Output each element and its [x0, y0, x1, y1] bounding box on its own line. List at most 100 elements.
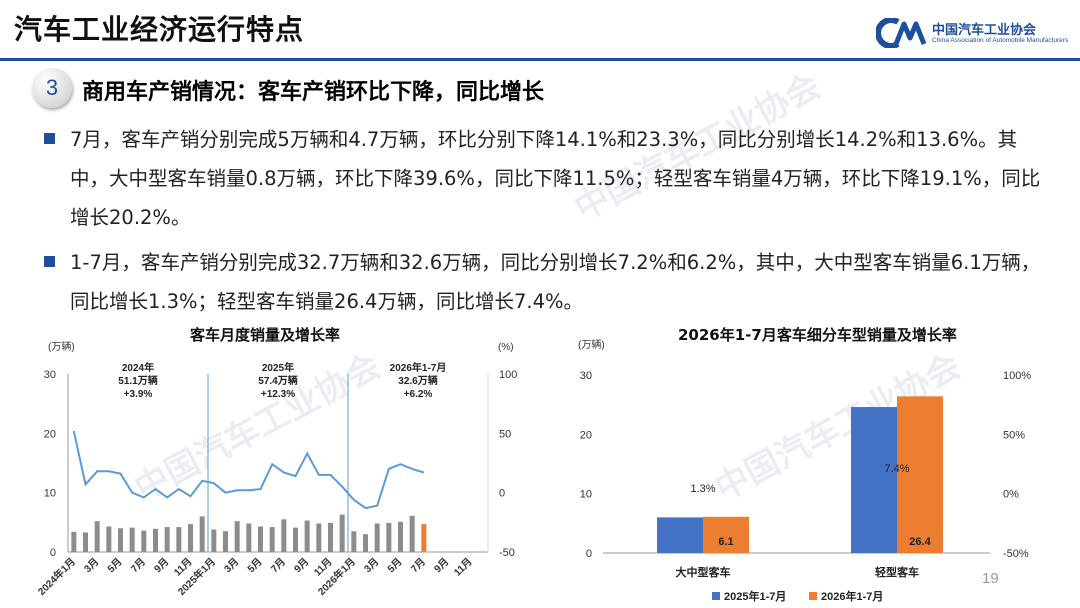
sales-bar — [234, 521, 240, 552]
y-tick-label: 0 — [586, 548, 592, 560]
sales-bar — [421, 524, 427, 552]
section-number-badge: 3 — [32, 68, 72, 108]
segment-bar — [897, 396, 943, 553]
value-label: 6.1 — [718, 536, 733, 548]
sales-bar — [293, 527, 298, 552]
header: 汽车工业经济运行特点 中国汽车工业协会 China Association of… — [0, 0, 1080, 61]
bullet-item: 7月，客车产销分别完成5万辆和4.7万辆，环比分别下降14.1%和23.3%，同… — [44, 120, 1054, 237]
sales-bar — [409, 515, 415, 552]
sales-bar — [269, 527, 275, 552]
sales-bar — [199, 516, 205, 552]
x-tick-label: 11月 — [452, 556, 475, 579]
sales-bar — [316, 523, 322, 552]
sales-bar — [246, 523, 252, 552]
x-tick-label: 3月 — [82, 556, 101, 575]
caam-logo: 中国汽车工业协会 China Association of Automobile… — [876, 18, 1076, 50]
sales-bar — [188, 524, 193, 552]
annotation-total: 32.6万辆 — [398, 374, 437, 387]
annotation-growth: +12.3% — [261, 389, 295, 400]
y-tick-label: 20 — [44, 428, 56, 440]
annotation-year: 2026年1-7月 — [390, 361, 447, 374]
annotation-growth: +6.2% — [404, 389, 433, 400]
sales-bar — [83, 532, 88, 552]
segment-bar — [657, 517, 703, 553]
growth-label: 1.3% — [690, 483, 715, 495]
sales-bar — [328, 522, 333, 552]
category-label: 轻型客车 — [875, 565, 919, 579]
category-label: 大中型客车 — [676, 565, 731, 579]
sales-bar — [351, 531, 357, 552]
chart-title: 客车月度销量及增长率 — [190, 326, 341, 344]
y2-tick-label: 50% — [1003, 429, 1025, 441]
y2-tick-label: -50 — [499, 547, 515, 559]
sales-bar — [71, 531, 77, 552]
bullet-item: 1-7月，客车产销分别完成32.7万辆和32.6万辆，同比分别增长7.2%和6.… — [44, 243, 1054, 321]
sales-bar — [223, 531, 228, 552]
y2-tick-label: 100% — [1003, 370, 1031, 382]
sales-bar — [164, 527, 170, 552]
y2-tick-label: 100 — [499, 369, 517, 381]
sales-bar — [118, 528, 123, 552]
sales-bar — [141, 530, 147, 552]
y-tick-label: 20 — [580, 429, 592, 441]
sales-bar — [281, 519, 287, 552]
y-tick-label: 30 — [580, 370, 592, 382]
caam-logo-icon — [876, 18, 927, 48]
bullet-text: 7月，客车产销分别完成5万辆和4.7万辆，环比分别下降14.1%和23.3%，同… — [70, 128, 1041, 229]
y2-tick-label: 0 — [499, 488, 505, 500]
growth-line — [72, 430, 425, 510]
segment-bar — [703, 516, 749, 553]
y2-tick-label: 0% — [1003, 489, 1019, 501]
annotation-year: 2024年 — [122, 361, 154, 374]
segment-sales-chart: (万辆) 0 10 20 30 -50% 0% 50% 100% 6.1 1.3% 大中型客车 26.4… — [578, 338, 1031, 603]
legend-swatch — [712, 592, 720, 600]
x-tick-label: 9月 — [292, 556, 311, 575]
sales-bar — [304, 520, 310, 552]
y2-tick-label: -50% — [1003, 548, 1029, 560]
x-tick-label: 7月 — [128, 556, 147, 575]
x-tick-label: 9月 — [432, 556, 451, 575]
x-tick-label: 3月 — [362, 556, 381, 575]
sales-bar — [153, 528, 158, 552]
legend-label: 2026年1-7月 — [821, 589, 883, 603]
sales-bar — [258, 526, 263, 552]
y2-axis-label: (%) — [498, 342, 514, 353]
y-tick-label: 10 — [44, 488, 56, 500]
x-tick-label: 5月 — [105, 556, 124, 575]
annotation-total: 57.4万辆 — [258, 374, 297, 387]
page-title: 汽车工业经济运行特点 — [14, 13, 305, 46]
sales-bar — [363, 534, 368, 552]
x-tick-label: 3月 — [222, 556, 241, 575]
annotation-year: 2025年 — [262, 361, 294, 374]
y-tick-label: 0 — [50, 547, 56, 559]
x-tick-label: 7月 — [408, 556, 427, 575]
logo-name-en: China Association of Automobile Manufact… — [932, 37, 1069, 44]
legend-swatch — [809, 592, 817, 600]
bullet-square-icon — [44, 133, 55, 144]
x-tick-label: 7月 — [268, 556, 287, 575]
annotation-total: 51.1万辆 — [118, 374, 157, 387]
x-tick-label: 5月 — [385, 556, 404, 575]
title-divider — [0, 58, 1080, 61]
page-number: 19 — [982, 570, 999, 587]
sales-bar — [129, 527, 135, 552]
y-axis-label: (万辆) — [578, 338, 605, 351]
x-tick-label: 2024年1月 — [35, 555, 78, 598]
sales-bar — [106, 526, 112, 552]
logo-name-cn: 中国汽车工业协会 — [932, 23, 1037, 38]
sales-bar — [386, 522, 392, 552]
value-label: 26.4 — [909, 536, 931, 548]
sales-bar — [398, 521, 403, 552]
y-axis-label: (万辆) — [48, 340, 75, 353]
segment-bar — [851, 407, 897, 553]
y2-tick-label: 50 — [499, 428, 511, 440]
bullet-text: 1-7月，客车产销分别完成32.7万辆和32.6万辆，同比分别增长7.2%和6.… — [70, 251, 1041, 313]
chart-title: 2026年1-7月客车细分车型销量及增长率 — [678, 326, 957, 344]
x-tick-label: 5月 — [245, 556, 264, 575]
y-tick-label: 10 — [580, 489, 592, 501]
sales-bar — [339, 514, 345, 552]
sales-bar — [176, 527, 182, 552]
annotation-growth: +3.9% — [124, 389, 153, 400]
bullet-square-icon — [44, 256, 55, 267]
